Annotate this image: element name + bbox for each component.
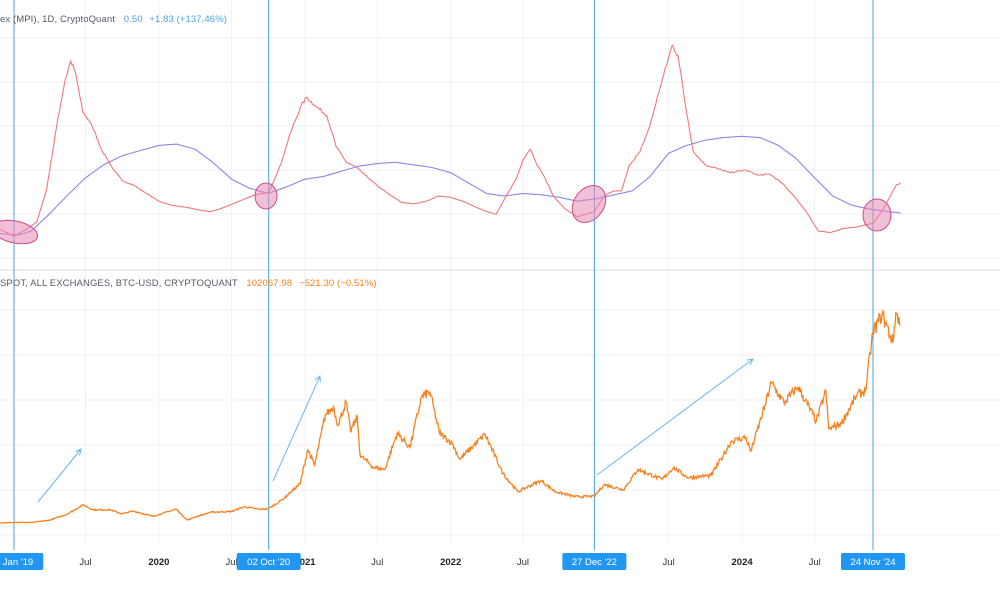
highlighted-date-label: 27 Dec '22	[572, 557, 617, 568]
highlighted-date-badge	[562, 553, 627, 570]
mpi-moving-average-line	[0, 135, 901, 236]
x-axis-tick-label: 2021	[294, 557, 316, 568]
highlighted-date-label: 24 Nov '24	[850, 557, 895, 568]
highlighted-date-label: 3 Jan '19	[0, 557, 33, 568]
mpi-pane	[0, 44, 901, 237]
x-axis-tick-label: 2020	[148, 557, 169, 568]
highlighted-date-badge	[0, 553, 44, 570]
btc-price-line	[0, 309, 901, 524]
grid-layer	[0, 0, 1000, 545]
x-axis-tick-label: 2022	[440, 557, 461, 568]
mpi-legend-last-value: 0.50	[123, 14, 143, 25]
highlighted-date-label: 02 Oct '20	[247, 557, 290, 568]
crossover-highlight-ellipse	[862, 198, 892, 232]
x-axis-tick-label: Jul	[371, 557, 383, 568]
mpi-line	[0, 44, 901, 237]
highlighted-date-badge	[841, 553, 905, 570]
mpi-legend-change: +1.83 (+137.46%)	[149, 14, 227, 25]
trend-arrow	[596, 359, 753, 476]
x-axis-tick-label: Jul	[517, 557, 529, 568]
price-pane	[0, 309, 901, 524]
time-axis: Jul 2020 Jul 2021 Jul 2022 Jul Jul 2024 Jul 3 Jan …	[0, 553, 905, 570]
price-legend-change: −521.30 (−0.51%)	[298, 278, 377, 289]
price-legend[interactable]: SPOT, ALL EXCHANGES, BTC-USD, CRYPTOQUAN…	[0, 278, 377, 289]
annotation-layer	[0, 182, 892, 503]
trend-arrow	[272, 376, 320, 482]
x-axis-tick-label: Jul	[663, 557, 675, 568]
mpi-legend[interactable]: ex (MPI), 1D, CryptoQuant 0.50 +1.83 (+1…	[0, 14, 227, 25]
price-legend-last-value: 102067.98	[246, 278, 293, 289]
x-axis-tick-label: Jul	[809, 557, 821, 568]
crossover-highlight-ellipse	[0, 219, 39, 245]
x-axis-tick-label: 2024	[732, 557, 754, 568]
mpi-legend-name: ex (MPI), 1D, CryptoQuant	[0, 14, 115, 25]
x-axis-tick-label: Jul	[225, 557, 237, 568]
crossover-highlight-ellipse	[571, 184, 607, 224]
highlighted-date-badge	[236, 553, 301, 570]
crossover-highlight-ellipse	[254, 182, 278, 210]
price-legend-name: SPOT, ALL EXCHANGES, BTC-USD, CRYPTOQUAN…	[0, 278, 238, 289]
trend-arrow	[37, 449, 81, 503]
x-axis-tick-label: Jul	[79, 557, 91, 568]
marker-layer	[13, 0, 874, 550]
